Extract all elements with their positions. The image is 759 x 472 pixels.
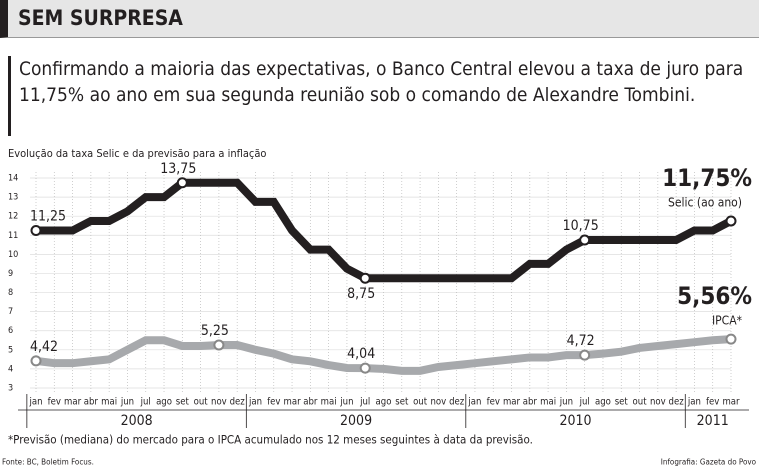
x-tick-label: out xyxy=(413,397,428,408)
point-marker xyxy=(725,215,737,227)
x-tick-label: mai xyxy=(101,397,117,408)
y-tick-label: 8 xyxy=(8,288,13,298)
y-tick-label: 14 xyxy=(8,174,18,184)
point-marker xyxy=(30,355,42,367)
point-marker xyxy=(579,234,591,246)
value-label: 4,04 xyxy=(347,346,375,362)
x-tick-label: dez xyxy=(449,397,465,408)
end-label: 5,56% xyxy=(677,282,752,310)
x-tick-label: mar xyxy=(64,397,82,408)
x-tick-label: mar xyxy=(284,397,302,408)
year-label: 2009 xyxy=(340,413,372,429)
x-tick-label: dez xyxy=(669,397,685,408)
point-marker xyxy=(359,362,371,374)
value-label: 11,25 xyxy=(30,209,66,225)
x-tick-label: jan xyxy=(28,397,42,408)
x-tick-label: jun xyxy=(120,397,134,408)
x-tick-label: fev xyxy=(48,397,61,408)
x-tick-label: nov xyxy=(211,397,227,408)
y-tick-label: 6 xyxy=(8,326,13,336)
x-tick-label: mar xyxy=(722,397,740,408)
subtitle: Confirmando a maioria das expectativas, … xyxy=(8,56,748,136)
x-tick-label: mai xyxy=(321,397,337,408)
value-label: 10,75 xyxy=(563,218,599,234)
year-label: 2011 xyxy=(697,413,729,429)
x-tick-label: ago xyxy=(376,397,392,408)
series-line xyxy=(35,335,732,375)
value-label: 5,25 xyxy=(201,323,229,339)
x-tick-label: abr xyxy=(303,397,318,408)
x-tick-label: jan xyxy=(248,397,262,408)
year-label: 2008 xyxy=(121,413,153,429)
point-marker xyxy=(30,225,42,236)
y-tick-label: 7 xyxy=(8,307,13,317)
x-tick-label: set xyxy=(615,397,629,408)
chart-title: Evolução da taxa Selic e da previsão par… xyxy=(8,147,266,160)
x-tick-label: ago xyxy=(595,397,611,408)
x-tick-label: out xyxy=(633,397,648,408)
x-tick-label: jul xyxy=(140,397,151,408)
y-tick-label: 9 xyxy=(8,269,13,279)
x-tick-label: out xyxy=(194,397,209,408)
x-tick-label: jun xyxy=(339,397,353,408)
x-tick-label: set xyxy=(176,397,190,408)
y-tick-label: 13 xyxy=(8,193,18,203)
x-tick-label: jul xyxy=(359,397,370,408)
point-marker xyxy=(176,177,188,189)
x-tick-label: set xyxy=(395,397,409,408)
y-tick-label: 5 xyxy=(8,345,13,355)
y-tick-label: 3 xyxy=(8,384,13,394)
point-marker xyxy=(725,333,737,345)
series-line xyxy=(36,178,733,283)
y-tick-label: 11 xyxy=(8,231,18,241)
chart: Evolução da taxa Selic e da previsão par… xyxy=(2,147,757,467)
credit: Infografia: Gazeta do Povo xyxy=(661,458,757,467)
x-tick-label: jul xyxy=(579,397,590,408)
series-name: Selic (ao ano) xyxy=(668,195,742,209)
x-tick-label: nov xyxy=(431,397,447,408)
x-tick-label: jan xyxy=(687,397,701,408)
title: SEM SURPRESA xyxy=(18,6,183,30)
y-tick-label: 12 xyxy=(8,212,18,222)
point-marker xyxy=(213,339,225,351)
x-tick-label: mar xyxy=(503,397,521,408)
y-tick-label: 10 xyxy=(8,250,18,260)
footnote: *Previsão (mediana) do mercado para o IP… xyxy=(8,433,533,447)
value-label: 4,42 xyxy=(30,339,58,355)
x-tick-label: jun xyxy=(559,397,573,408)
value-label: 8,75 xyxy=(347,286,375,302)
x-tick-label: mai xyxy=(540,397,556,408)
x-tick-label: fev xyxy=(706,397,719,408)
series-name: IPCA* xyxy=(712,314,743,328)
end-label: 11,75% xyxy=(662,164,752,192)
x-tick-label: fev xyxy=(487,397,500,408)
source: Fonte: BC, Boletim Focus. xyxy=(2,458,94,467)
value-label: 4,72 xyxy=(567,333,595,349)
value-label: 13,75 xyxy=(160,161,196,177)
x-tick-label: nov xyxy=(650,397,666,408)
x-tick-label: abr xyxy=(523,397,538,408)
y-tick-label: 4 xyxy=(8,364,13,374)
point-marker xyxy=(579,349,591,361)
point-marker xyxy=(359,272,371,284)
title-bar: SEM SURPRESA xyxy=(0,0,759,38)
year-label: 2010 xyxy=(560,413,592,429)
x-tick-label: fev xyxy=(267,397,280,408)
x-tick-label: abr xyxy=(84,397,99,408)
x-tick-label: ago xyxy=(156,397,172,408)
x-tick-label: dez xyxy=(230,397,246,408)
x-tick-label: jan xyxy=(467,397,481,408)
